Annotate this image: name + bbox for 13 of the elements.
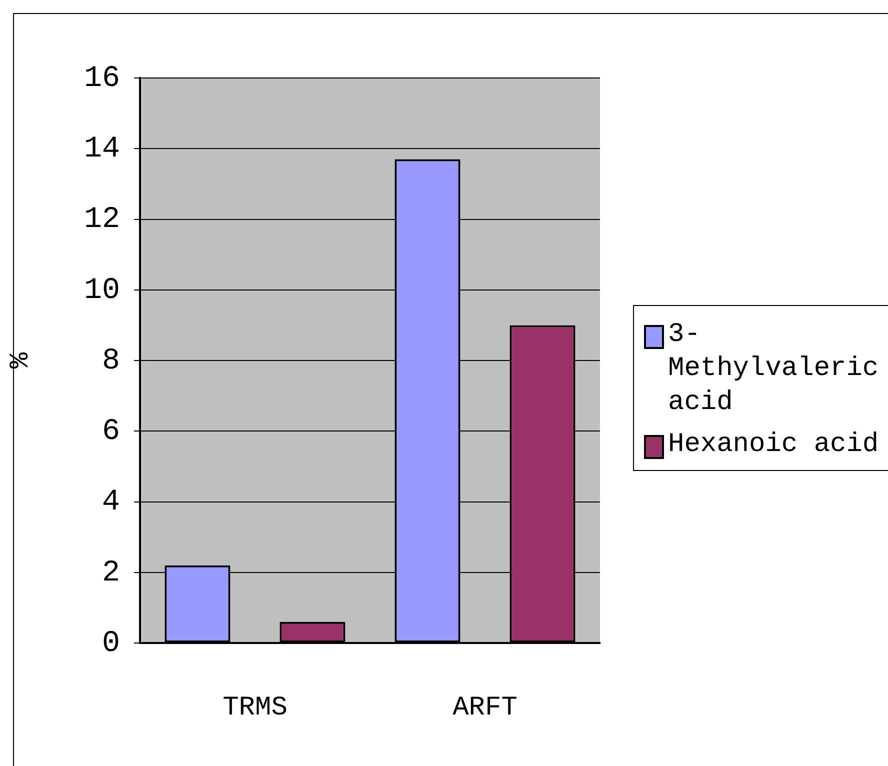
y-tick-label: 2 xyxy=(102,556,120,590)
x-tick-label: TRMS xyxy=(222,693,288,724)
y-tick-label: 8 xyxy=(102,344,120,378)
y-tick-label: 6 xyxy=(102,415,120,450)
y-tick-label: 12 xyxy=(84,203,120,238)
y-tick-label: 4 xyxy=(102,486,120,520)
y-tick-label: 16 xyxy=(84,62,120,96)
y-tick-label: 14 xyxy=(84,132,120,167)
x-tick-label: ARFT xyxy=(452,693,518,724)
y-tick-label: 10 xyxy=(84,274,120,308)
legend-label: 3-Methylvaleric acid xyxy=(668,319,880,420)
y-tick-label: 0 xyxy=(102,626,120,661)
legend-label: Hexanoic acid xyxy=(668,429,880,462)
